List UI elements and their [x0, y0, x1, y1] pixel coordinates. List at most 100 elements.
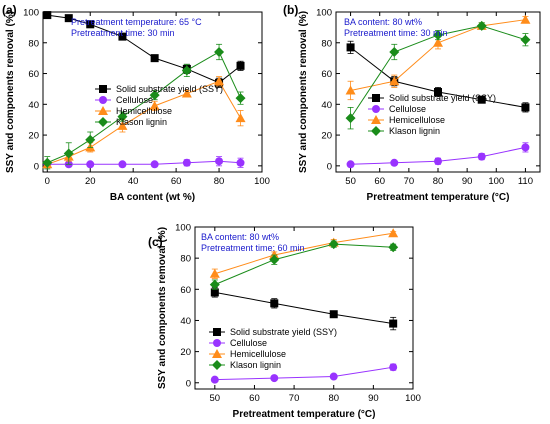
series-3	[209, 239, 399, 290]
legend-entry: Hemicellulose	[368, 115, 445, 125]
series-line	[47, 80, 241, 165]
data-point	[521, 143, 530, 152]
legend-marker	[98, 117, 108, 127]
y-tick-label: 80	[28, 38, 39, 49]
x-tick-label: 80	[328, 393, 339, 404]
annotation-text: Pretreatment time: 60 min	[201, 243, 305, 253]
data-point	[389, 319, 398, 328]
data-point	[236, 61, 245, 70]
legend-entry: Solid substrate yield (SSY)	[209, 327, 337, 337]
y-tick-label: 0	[186, 378, 191, 389]
legend-label: Cellulose	[116, 95, 153, 105]
panel-0: (a) 0 20 40 60 80 100 0 20 40 60 80 100 BA content (w…	[2, 3, 270, 203]
x-tick-label: 60	[249, 393, 260, 404]
x-tick-label: 100	[488, 176, 504, 187]
data-point	[43, 11, 52, 20]
y-tick-label: 0	[327, 161, 332, 172]
legend-label: Cellulose	[230, 338, 267, 348]
data-point	[520, 34, 531, 45]
panel-label: (c)	[148, 235, 163, 249]
legend-label: Klason lignin	[230, 360, 281, 370]
series-line	[47, 160, 241, 165]
data-point	[346, 160, 355, 169]
series-2	[209, 228, 399, 279]
legend-entry: Cellulose	[209, 338, 267, 348]
legend-entry: Klason lignin	[209, 360, 281, 370]
x-tick-label: 60	[171, 176, 182, 187]
data-point	[433, 37, 443, 47]
legend-label: Solid substrate yield (SSY)	[116, 84, 223, 94]
data-point	[85, 134, 96, 145]
x-tick-label: 90	[462, 176, 473, 187]
legend-marker	[372, 105, 380, 113]
legend-entry: Solid substrate yield (SSY)	[368, 93, 496, 103]
data-point	[235, 113, 246, 123]
annotation-text: Pretreatment time: 30 min	[344, 28, 448, 38]
panel-label: (b)	[283, 3, 298, 17]
plot-frame	[42, 11, 263, 173]
data-point	[214, 76, 225, 86]
annotation-text: BA content: 80 wt%	[344, 17, 422, 27]
data-point	[215, 157, 224, 166]
data-point	[236, 158, 245, 167]
data-point	[182, 158, 191, 167]
series-1	[346, 142, 530, 169]
data-point	[269, 250, 280, 260]
x-tick-label: 110	[518, 176, 533, 187]
data-point	[346, 43, 355, 52]
legend-label: Hemicellulose	[116, 106, 172, 116]
legend-marker	[212, 349, 222, 358]
data-point	[433, 30, 443, 41]
data-point	[149, 90, 160, 101]
y-tick-label: 0	[34, 161, 39, 172]
data-point	[118, 32, 127, 41]
annotation-text: Pretreatment time: 30 min	[71, 28, 175, 38]
legend-entry: Cellulose	[368, 104, 426, 114]
annotation-text: Pretreatment temperature: 65 °C	[71, 17, 202, 27]
legend-label: Solid substrate yield (SSY)	[389, 93, 496, 103]
data-point	[117, 120, 128, 130]
y-tick-label: 60	[321, 69, 332, 80]
data-point	[270, 374, 279, 383]
y-tick-label: 20	[180, 347, 191, 358]
legend-entry: Hemicellulose	[95, 106, 172, 116]
legend-label: Cellulose	[389, 104, 426, 114]
data-point	[434, 157, 442, 166]
data-point	[235, 93, 246, 104]
legend-marker	[213, 339, 221, 347]
series-line	[214, 291, 394, 325]
legend-marker	[99, 96, 107, 104]
x-tick-label: 70	[404, 176, 415, 187]
data-point	[520, 14, 531, 24]
data-point	[388, 242, 399, 253]
y-tick-label: 40	[28, 100, 39, 111]
x-tick-label: 20	[85, 176, 96, 187]
y-axis-title: SSY and components removal (%)	[5, 11, 16, 173]
y-tick-label: 40	[180, 316, 191, 327]
x-axis-title: Pretreatment temperature (°C)	[367, 192, 510, 203]
x-axis-title: BA content (wt %)	[110, 192, 195, 203]
series-line	[214, 366, 394, 381]
x-tick-label: 50	[345, 176, 356, 187]
legend-marker	[212, 360, 222, 370]
series-line	[214, 232, 394, 275]
y-tick-label: 20	[321, 131, 332, 142]
x-axis-title: Pretreatment temperature (°C)	[233, 409, 376, 420]
x-tick-label: 40	[128, 176, 139, 187]
data-point	[521, 103, 530, 112]
series-3	[345, 20, 531, 130]
series-3	[42, 43, 246, 170]
legend-label: Klason lignin	[116, 117, 167, 127]
data-point	[181, 88, 192, 98]
y-axis-title: SSY and components removal (%)	[157, 227, 168, 389]
legend-marker	[371, 115, 381, 124]
data-point	[210, 375, 219, 384]
data-point	[86, 20, 95, 29]
x-tick-label: 80	[433, 176, 444, 187]
legend-label: Solid substrate yield (SSY)	[230, 327, 337, 337]
y-tick-label: 100	[316, 8, 332, 19]
y-tick-label: 60	[28, 69, 39, 80]
data-point	[329, 310, 338, 319]
data-point	[117, 111, 128, 122]
